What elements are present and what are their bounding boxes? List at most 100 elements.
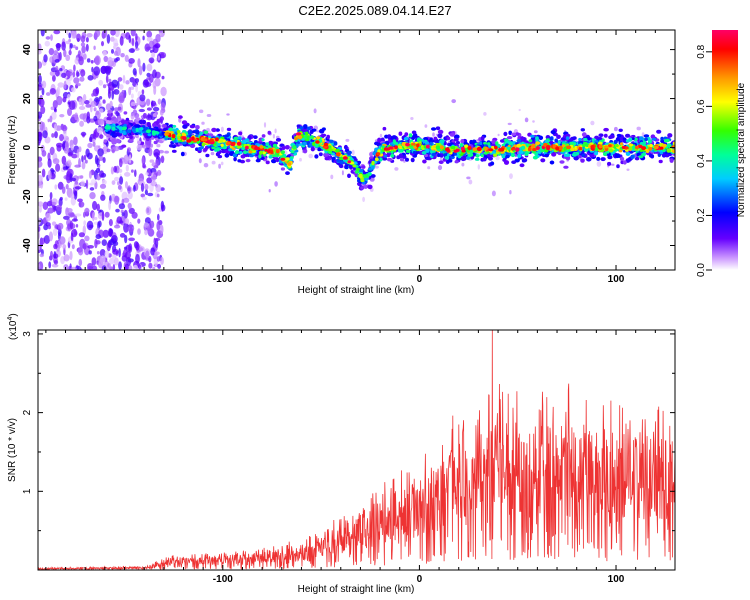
spectrogram-noise-blob bbox=[99, 183, 107, 189]
spectrogram-noise-blob bbox=[85, 104, 92, 108]
spectrogram-noise-blob bbox=[75, 224, 79, 228]
spectrogram-noise-blob bbox=[144, 229, 148, 236]
spectrogram-noise-blob bbox=[125, 181, 128, 189]
spectrogram-noise-blob bbox=[66, 71, 73, 77]
spectrogram-ridge-cell bbox=[335, 148, 340, 153]
spectrogram-ridge-cell bbox=[608, 135, 613, 140]
spectrogram-ridge-cell bbox=[559, 160, 565, 164]
spectrogram-ridge-cell bbox=[232, 153, 238, 158]
spectrogram-noise-blob bbox=[101, 239, 108, 247]
spectrogram-ridge-cell bbox=[594, 147, 599, 151]
spectrogram-noise-blob bbox=[313, 108, 317, 114]
spectrogram-ridge-cell bbox=[454, 160, 459, 164]
spectrogram-x-tick-label: -100 bbox=[213, 274, 233, 285]
spectrogram-noise-blob bbox=[76, 83, 81, 87]
spectrogram-noise-blob bbox=[145, 206, 152, 216]
snr-y-tick-label: 3 bbox=[22, 331, 33, 337]
spectrogram-noise-blob bbox=[49, 115, 53, 123]
spectrogram-noise-blob bbox=[90, 100, 97, 108]
spectrogram-noise-blob bbox=[153, 165, 159, 169]
spectrogram-noise-blob bbox=[144, 82, 152, 87]
spectrogram-ridge-cell bbox=[583, 147, 589, 152]
spectrogram-noise-blob bbox=[150, 181, 157, 187]
spectrogram-noise-blob bbox=[79, 120, 84, 127]
spectrogram-y-tick-label: 40 bbox=[22, 44, 33, 56]
spectrogram-noise-blob bbox=[102, 99, 106, 104]
spectrogram-ridge-cell bbox=[269, 150, 274, 154]
spectrogram-ridge-cell bbox=[391, 135, 397, 140]
spectrogram-ridge-cell bbox=[565, 143, 570, 147]
spectrogram-ridge-cell bbox=[643, 134, 650, 138]
spectrogram-noise-blob bbox=[160, 86, 167, 97]
spectrogram-ridge-cell bbox=[280, 150, 285, 155]
spectrogram-noise-blob bbox=[79, 200, 82, 208]
spectrogram-noise-blob bbox=[63, 80, 67, 90]
spectrogram-ridge-cell bbox=[369, 152, 374, 157]
spectrogram-ridge-cell bbox=[551, 152, 557, 157]
spectrogram-ridge-cell bbox=[460, 146, 465, 151]
spectrogram-ridge-cell bbox=[522, 158, 528, 163]
spectrogram-noise-blob bbox=[38, 74, 42, 85]
spectrogram-noise-blob bbox=[85, 37, 89, 43]
spectrogram-ridge-cell bbox=[224, 153, 230, 158]
spectrogram-noise-blob bbox=[131, 169, 134, 173]
snr-x-tick-label: 100 bbox=[608, 574, 625, 585]
spectrogram-ridge-cell bbox=[531, 143, 536, 148]
spectrogram-ridge-cell bbox=[176, 130, 181, 134]
spectrogram-noise-blob bbox=[98, 258, 104, 268]
spectrogram-noise-blob bbox=[38, 160, 43, 168]
spectrogram-ridge-cell bbox=[171, 133, 176, 139]
spectrogram-noise-blob bbox=[146, 107, 152, 111]
spectrogram-ridge-cell bbox=[387, 134, 392, 140]
spectrogram-noise-blob bbox=[41, 168, 46, 178]
spectrogram-ridge-cell bbox=[540, 149, 545, 153]
spectrogram-noise-blob bbox=[118, 220, 124, 224]
spectrogram-ridge-cell bbox=[372, 151, 377, 156]
spectrogram-noise-blob bbox=[81, 161, 86, 170]
spectrogram-ridge-cell bbox=[371, 160, 375, 166]
spectrogram-noise-blob bbox=[117, 181, 120, 186]
spectrogram-ridge-cell bbox=[119, 129, 123, 134]
colorbar-label: Normalized spectral amplitude bbox=[736, 82, 747, 217]
spectrogram-noise-blob bbox=[146, 177, 153, 184]
spectrogram-ridge-cell bbox=[314, 154, 319, 159]
spectrogram-noise-blob bbox=[82, 94, 87, 102]
spectrogram-noise-blob bbox=[75, 46, 79, 50]
spectrogram-noise-blob bbox=[497, 133, 500, 137]
spectrogram-ridge-cell bbox=[375, 157, 379, 162]
snr-y-tick-label: 2 bbox=[22, 409, 33, 415]
spectrogram-noise-blob bbox=[99, 134, 104, 140]
spectrogram-noise-blob bbox=[138, 108, 145, 113]
spectrogram-noise-blob bbox=[120, 53, 125, 58]
spectrogram-ridge-cell bbox=[280, 157, 286, 161]
spectrogram-ridge-cell bbox=[411, 142, 416, 146]
spectrogram-ridge-cell bbox=[510, 152, 515, 158]
spectrogram-noise-blob bbox=[94, 216, 98, 221]
spectrogram-noise-blob bbox=[64, 140, 70, 151]
spectrogram-ridge-cell bbox=[532, 155, 538, 160]
spectrogram-ridge-cell bbox=[195, 125, 200, 130]
spectrogram-noise-blob bbox=[114, 224, 121, 229]
spectrogram-ridge-cell bbox=[657, 153, 661, 157]
spectrogram-noise-blob bbox=[466, 176, 471, 180]
spectrogram-noise-blob bbox=[113, 165, 117, 173]
spectrogram-ridge-cell bbox=[416, 143, 420, 148]
spectrogram-noise-blob bbox=[65, 183, 69, 190]
spectrogram-ridge-cell bbox=[121, 144, 127, 148]
spectrogram-ridge-cell bbox=[106, 116, 112, 121]
spectrogram-ridge-cell bbox=[275, 138, 282, 142]
spectrogram-ridge-cell bbox=[200, 145, 204, 150]
spectrogram-noise-blob bbox=[119, 176, 124, 185]
spectrogram-ridge-cell bbox=[574, 145, 578, 150]
spectrogram-noise-blob bbox=[62, 166, 68, 171]
spectrogram-ridge-cell bbox=[297, 135, 303, 140]
spectrogram-ridge-cell bbox=[347, 173, 351, 178]
spectrogram-noise-blob bbox=[160, 52, 167, 59]
spectrogram-ridge-cell bbox=[616, 164, 620, 169]
spectrogram-noise-blob bbox=[268, 189, 271, 193]
spectrogram-noise-blob bbox=[55, 65, 59, 71]
spectrogram-noise-blob bbox=[61, 155, 67, 165]
spectrogram-noise-blob bbox=[524, 117, 529, 123]
spectrogram-ridge-cell bbox=[566, 145, 572, 150]
spectrogram-ridge-cell bbox=[503, 160, 510, 165]
